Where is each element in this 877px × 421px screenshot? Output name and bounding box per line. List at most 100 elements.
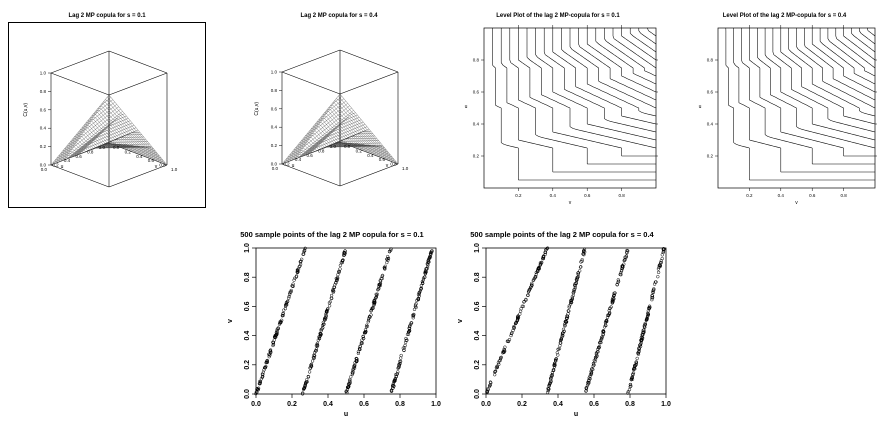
scatter-point	[343, 249, 347, 253]
scatter-point	[616, 280, 620, 285]
scatter-point	[322, 317, 327, 321]
scatter-point	[349, 375, 353, 379]
scatter-point	[375, 292, 379, 296]
scatter-point	[618, 272, 622, 277]
scatter-point	[367, 314, 372, 319]
scatter-point	[347, 384, 351, 389]
scatter-point	[569, 300, 573, 305]
surface-v-label: v	[155, 164, 158, 170]
scatter-point	[323, 316, 328, 320]
scatter-point	[403, 340, 408, 345]
scatter-point	[367, 316, 371, 321]
scatter-point	[312, 354, 317, 358]
scatter-point	[338, 267, 342, 271]
scatter-point	[427, 255, 432, 260]
scatter-point	[660, 256, 664, 261]
scatter-point	[314, 349, 318, 353]
surface-z-tick-label: 0.8	[40, 89, 47, 94]
scatter-point	[283, 304, 288, 308]
scatter-point	[657, 263, 661, 268]
surface-mesh-line	[105, 99, 164, 164]
scatter-point	[599, 340, 603, 345]
scatter-point	[267, 352, 271, 357]
scatter-point	[601, 329, 606, 333]
scatter-point	[640, 333, 644, 337]
scatter-point	[619, 271, 623, 275]
scatter-point	[642, 328, 646, 332]
surface-box-edge	[281, 71, 341, 95]
scatter-point	[389, 389, 394, 393]
scatter-point	[426, 261, 430, 265]
scatter-point	[537, 266, 541, 270]
contour-line	[851, 28, 876, 53]
scatter-frame	[485, 247, 667, 395]
surface-plot-2: 0.0 0.2 0.4 0.6 0.8 1.0 C(u,v) 0.0 0.2 0.4 0.6 0.8 1…	[240, 22, 438, 208]
scatter-point	[321, 325, 325, 330]
scatter-point	[412, 307, 417, 312]
scatter-point	[346, 385, 351, 389]
scatter-point	[509, 331, 514, 336]
scatter-point	[565, 316, 569, 321]
scatter-y-tick-label: 0.6	[244, 301, 251, 311]
contour-line	[561, 28, 657, 117]
surface-mesh-line	[103, 101, 162, 163]
scatter-point	[325, 308, 329, 313]
scatter-point	[565, 316, 569, 320]
scatter-2-svg: 0.0 0.2 0.4 0.6 0.8 1.0 0.0 0.2 0.4 0.6 0.8 1.0 u v	[457, 243, 671, 418]
scatter-point	[512, 325, 516, 329]
contour-x-tick-label: 0.2	[515, 193, 522, 198]
scatter-point	[579, 265, 583, 269]
scatter-point	[342, 253, 347, 257]
scatter-point	[534, 272, 538, 277]
scatter-point	[352, 365, 356, 369]
contour-line	[578, 28, 657, 101]
scatter-point	[302, 252, 306, 256]
surface-mesh-line	[58, 104, 117, 163]
scatter-point	[376, 287, 380, 291]
scatter-point	[351, 367, 356, 371]
scatter-point	[581, 249, 586, 253]
scatter-point	[289, 290, 293, 294]
scatter-point	[307, 370, 312, 374]
scatter-point	[607, 308, 611, 313]
scatter-point	[529, 285, 533, 289]
scatter-point	[398, 359, 402, 364]
scatter-point	[255, 390, 259, 395]
scatter-point	[587, 378, 591, 382]
contour-line	[757, 28, 876, 149]
scatter-point	[527, 288, 531, 292]
surface-u-tick-label: 0.8	[318, 148, 325, 153]
contour-plot-2: 0.2 0.4 0.6 0.8 0.2 0.4 0.6 0.8 v u	[692, 22, 877, 214]
surface-v-tick-label: 0.6	[379, 157, 386, 162]
surface-z-tick-label: 0.4	[40, 126, 47, 131]
scatter-point	[399, 356, 403, 360]
scatter-point	[411, 313, 416, 317]
surface-mesh-line	[285, 98, 345, 163]
surface-v-tick-label: 0.0	[113, 145, 120, 150]
scatter-point	[406, 332, 411, 336]
scatter-point	[372, 300, 376, 305]
scatter-point	[497, 362, 501, 367]
scatter-point	[429, 252, 433, 256]
scatter-point	[550, 370, 555, 375]
scatter-point	[409, 321, 413, 325]
scatter-point	[636, 352, 641, 356]
scatter-point	[361, 336, 366, 341]
scatter-point	[611, 296, 615, 300]
scatter-y-tick-label: 0.0	[244, 389, 251, 399]
scatter-point	[567, 309, 571, 313]
scatter-point	[626, 391, 630, 395]
scatter-x-tick-label: 0.0	[251, 401, 261, 408]
scatter-point	[638, 343, 642, 347]
scatter-point	[563, 319, 568, 323]
scatter-point	[374, 295, 378, 300]
scatter-point	[261, 370, 266, 374]
scatter-x-tick-label: 0.2	[517, 401, 527, 408]
scatter-point	[377, 286, 381, 291]
scatter-point	[260, 372, 265, 376]
scatter-point	[547, 383, 551, 388]
scatter-point	[552, 368, 556, 372]
scatter-point	[392, 380, 396, 384]
scatter-point	[594, 352, 599, 356]
scatter-point	[334, 276, 338, 281]
